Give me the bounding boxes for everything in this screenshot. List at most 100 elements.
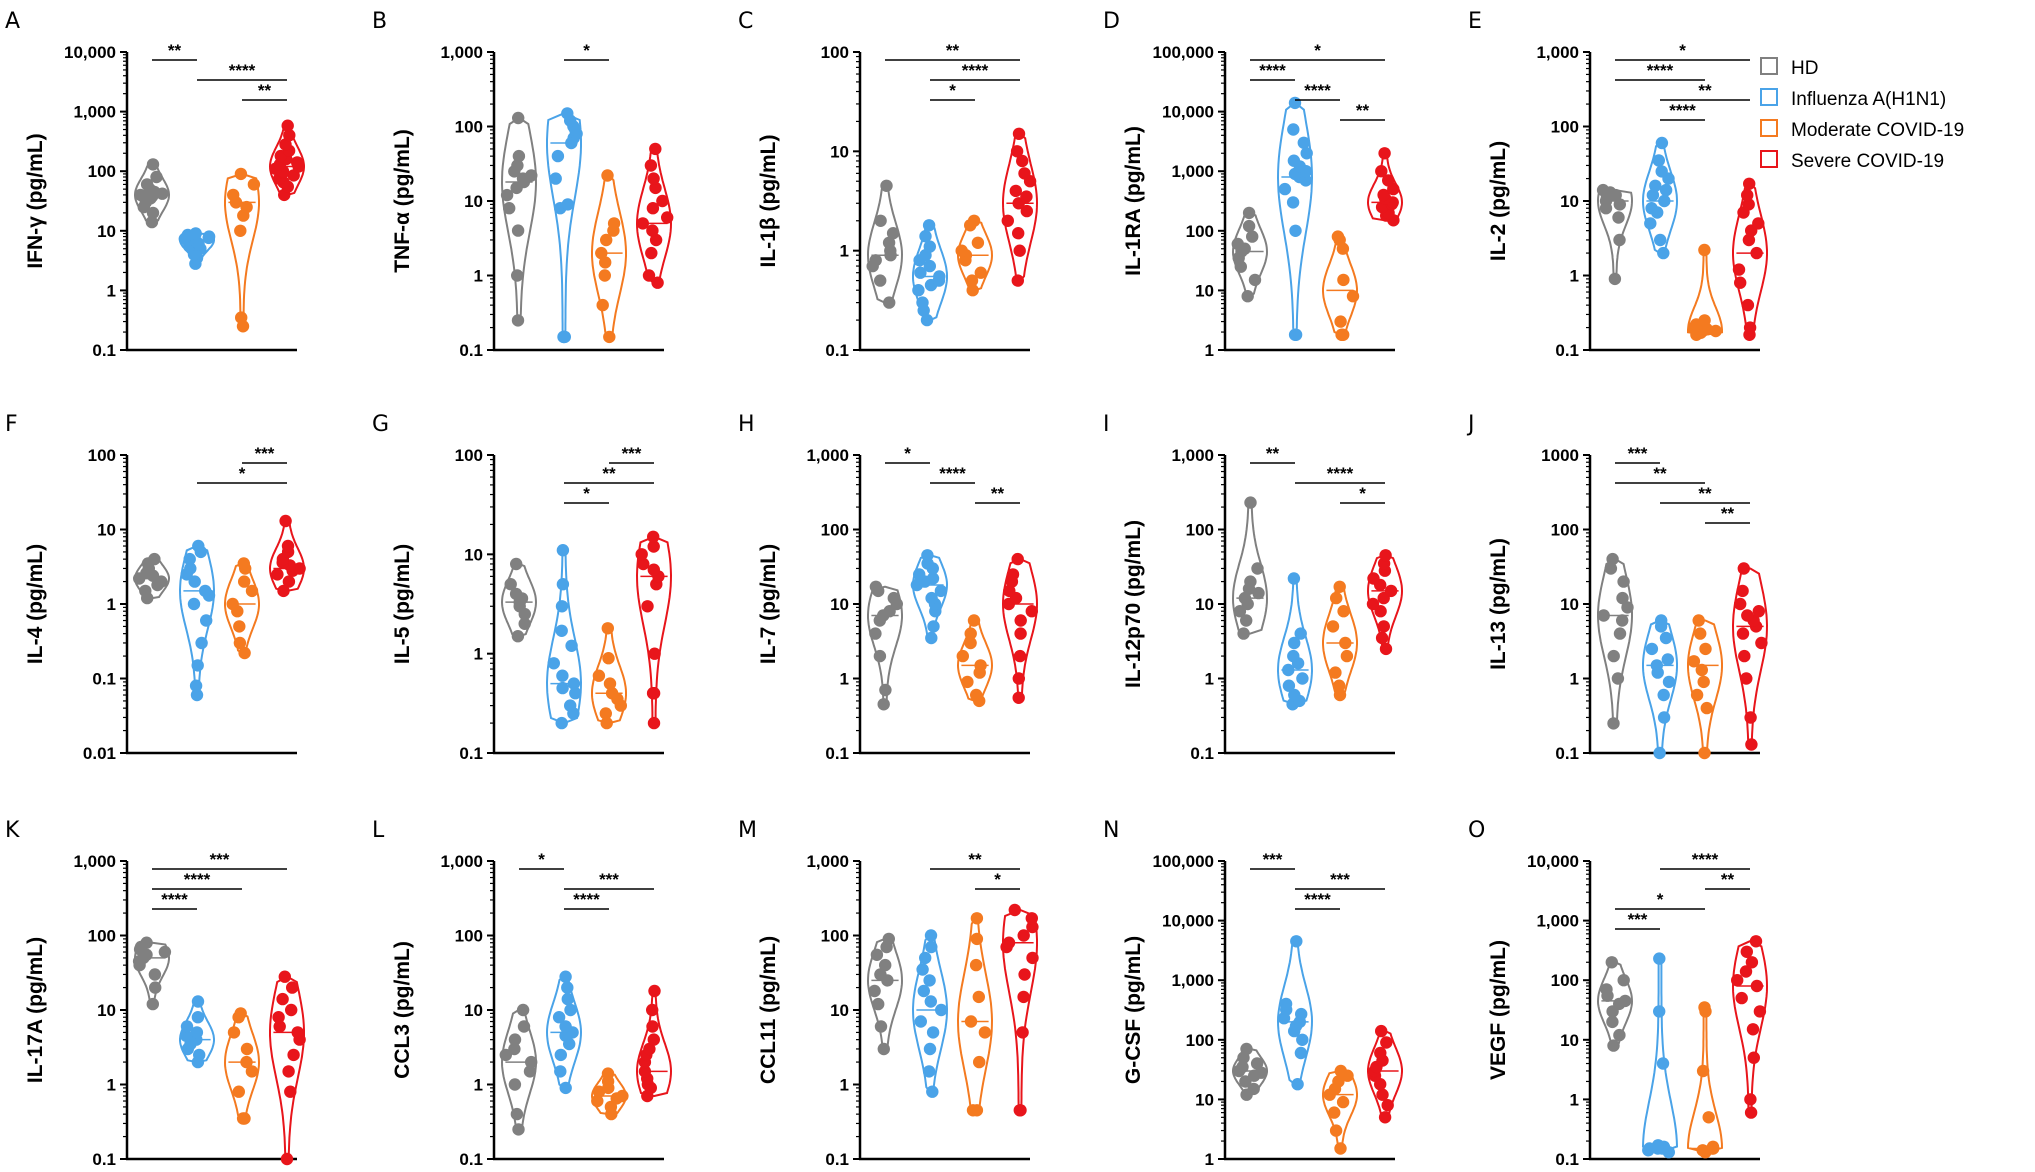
data-point	[973, 1055, 986, 1069]
data-point	[925, 940, 938, 954]
significance-label: *	[949, 81, 956, 100]
significance-label: **	[1653, 464, 1667, 483]
data-point	[1329, 1124, 1343, 1137]
data-point	[283, 129, 296, 142]
data-point	[187, 597, 201, 611]
data-point	[647, 563, 660, 576]
data-point	[1294, 1046, 1308, 1060]
data-point	[233, 620, 246, 633]
data-point	[1735, 991, 1748, 1005]
data-point	[1742, 233, 1756, 247]
data-point	[195, 636, 208, 650]
data-point	[1661, 653, 1675, 666]
data-point	[1750, 246, 1763, 260]
data-point	[564, 1003, 577, 1017]
data-point	[591, 1094, 604, 1108]
tick-label: 0.1	[1555, 1150, 1579, 1169]
data-point	[1740, 945, 1754, 958]
significance-label: ***	[599, 870, 619, 889]
data-point	[518, 617, 531, 630]
significance-label: ***	[210, 850, 230, 869]
data-point	[512, 111, 525, 125]
data-point	[922, 1065, 936, 1078]
data-point	[1649, 179, 1662, 192]
tick-label: 100	[1186, 521, 1214, 540]
data-point	[599, 256, 612, 269]
tick-label: 10	[1195, 281, 1214, 300]
tick-label: 1,000	[806, 852, 849, 871]
data-point	[874, 214, 887, 227]
tick-label: 100	[88, 927, 116, 946]
data-point	[1290, 935, 1303, 948]
data-point	[1012, 127, 1026, 140]
data-point	[1653, 1005, 1666, 1018]
data-point	[1252, 586, 1265, 600]
significance-label: *	[1657, 890, 1664, 909]
y-axis-title: CCL11 (pg/mL)	[757, 936, 780, 1084]
data-point	[1020, 190, 1033, 203]
significance-label: **	[602, 464, 616, 483]
data-point	[1012, 691, 1025, 704]
data-point	[193, 1048, 206, 1062]
data-point	[1379, 549, 1392, 562]
data-point	[917, 984, 930, 998]
panel-b: B 0.1 1 10 100 1,000 TNF-α (pg/mL) *	[372, 9, 674, 360]
tick-label: 1,000	[1536, 43, 1579, 62]
legend-item-severe: Severe COVID-19	[1760, 150, 1944, 172]
panel-letter-i: I	[1103, 412, 1110, 437]
data-point	[510, 557, 523, 571]
data-point	[554, 1048, 567, 1062]
data-point	[191, 995, 205, 1008]
data-point	[592, 1085, 606, 1098]
data-point	[273, 1020, 286, 1033]
data-point	[927, 620, 940, 633]
data-point	[1737, 562, 1751, 575]
data-point	[1695, 663, 1709, 677]
data-point	[511, 269, 524, 282]
data-point	[1738, 649, 1751, 663]
data-point	[189, 227, 202, 240]
data-point	[291, 1026, 304, 1039]
data-point	[234, 167, 248, 181]
violin-3	[956, 917, 994, 1112]
data-point	[511, 630, 525, 643]
data-point	[1294, 627, 1307, 640]
data-point	[146, 206, 160, 220]
data-point	[1326, 620, 1340, 633]
data-point	[1698, 1001, 1711, 1014]
violin-1	[500, 117, 538, 322]
data-point	[1652, 154, 1666, 167]
data-point	[649, 142, 662, 156]
significance-label: *	[1679, 41, 1686, 60]
data-point	[1752, 605, 1766, 618]
data-point	[1747, 1051, 1761, 1064]
significance-label: *	[538, 850, 545, 869]
data-point	[879, 683, 892, 697]
data-point	[647, 1033, 660, 1046]
data-point	[969, 958, 983, 972]
data-point	[226, 597, 239, 611]
data-point	[1375, 631, 1389, 645]
legend-label-influenza: Influenza A(H1N1)	[1791, 89, 1946, 110]
significance-label: ****	[1304, 890, 1331, 909]
data-point	[925, 631, 938, 645]
data-point	[1607, 717, 1620, 730]
tick-label: 1	[1205, 670, 1214, 689]
data-point	[1008, 903, 1021, 917]
data-point	[1645, 642, 1659, 656]
tick-label: 100	[1551, 521, 1579, 540]
significance-label: ***	[1628, 910, 1648, 929]
data-point	[1009, 184, 1022, 198]
panel-letter-a: A	[5, 9, 20, 34]
data-point	[508, 1033, 522, 1046]
data-point	[1240, 1042, 1253, 1056]
data-point	[1655, 136, 1669, 150]
data-point	[1646, 188, 1660, 202]
significance-label: ****	[962, 61, 989, 80]
data-point	[636, 217, 649, 230]
data-point	[923, 259, 936, 273]
tick-label: 10,000	[64, 43, 116, 62]
tick-label: 1,000	[440, 852, 483, 871]
